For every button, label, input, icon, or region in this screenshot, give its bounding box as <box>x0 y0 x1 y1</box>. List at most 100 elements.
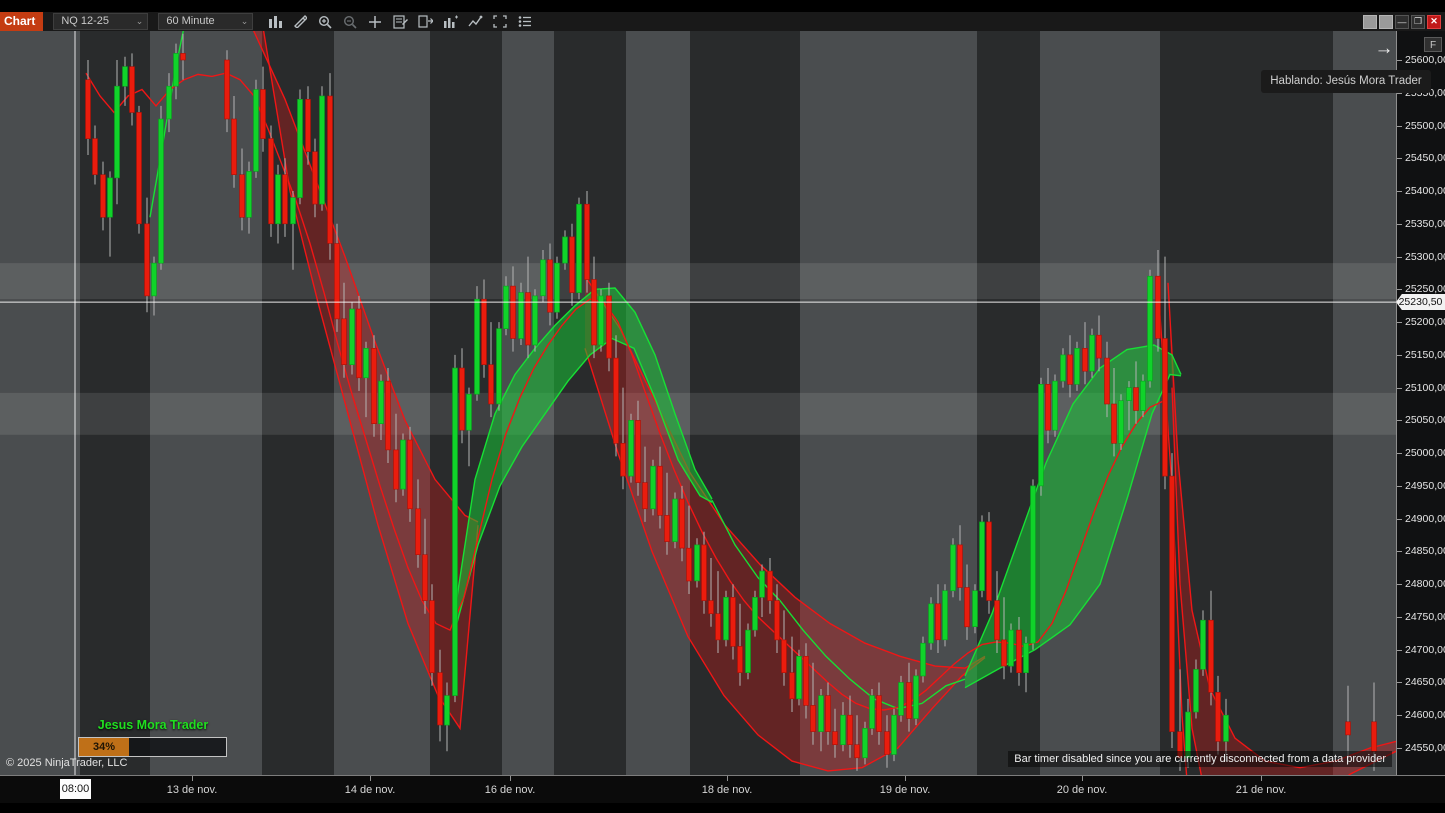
price-tick-label: 24700,00 <box>1405 644 1445 656</box>
time-tick <box>905 776 906 781</box>
crosshair-time-marker: 08:00 <box>60 779 91 799</box>
price-tick <box>1397 388 1402 389</box>
toolbar-icons <box>267 14 533 30</box>
price-tick-label: 25000,00 <box>1405 447 1445 459</box>
price-tick-label: 24800,00 <box>1405 578 1445 590</box>
price-tick-label: 25450,00 <box>1405 152 1445 164</box>
trader-name-label: Jesus Mora Trader <box>97 718 209 732</box>
candles <box>85 33 1377 771</box>
price-tick-label: 25300,00 <box>1405 251 1445 263</box>
price-tick <box>1397 126 1402 127</box>
indicator-histogram-icon[interactable] <box>442 14 458 30</box>
minimize-button[interactable]: — <box>1395 14 1409 29</box>
time-tick <box>192 776 193 781</box>
price-tick <box>1397 420 1402 421</box>
price-tick-label: 24850,00 <box>1405 545 1445 557</box>
chevron-down-icon: ⌄ <box>240 16 249 26</box>
price-tick <box>1397 519 1402 520</box>
voice-level-progress-fill: 34% <box>79 738 129 756</box>
instrument-dropdown[interactable]: NQ 12-25 ⌄ <box>53 13 149 30</box>
price-tick <box>1397 486 1402 487</box>
price-tick <box>1397 224 1402 225</box>
green-line-tail <box>711 499 966 710</box>
interval-dropdown[interactable]: 60 Minute ⌄ <box>158 13 254 30</box>
price-tick-label: 24600,00 <box>1405 709 1445 721</box>
close-button[interactable]: ✕ <box>1427 14 1441 29</box>
trendline-icon[interactable] <box>467 14 483 30</box>
time-tick-label: 18 de nov. <box>701 784 753 796</box>
time-tick-label: 13 de nov. <box>166 784 218 796</box>
price-tick <box>1397 715 1402 716</box>
bar-timer-status-message: Bar timer disabled since you are current… <box>1008 751 1392 767</box>
window-title-chart[interactable]: Chart <box>0 12 44 31</box>
voice-speaking-tooltip: Hablando: Jesús Mora Trader <box>1261 70 1431 93</box>
region-select-icon[interactable] <box>492 14 508 30</box>
time-tick <box>1082 776 1083 781</box>
price-tick-label: 25100,00 <box>1405 382 1445 394</box>
time-tick-label: 20 de nov. <box>1056 784 1108 796</box>
window-controls: — ❐ ✕ <box>1363 14 1445 29</box>
time-tick <box>1261 776 1262 781</box>
chevron-down-icon: ⌄ <box>135 16 144 26</box>
chart-plot-area[interactable] <box>0 26 1397 813</box>
price-tick-label: 24950,00 <box>1405 480 1445 492</box>
green-band-right <box>965 345 1181 688</box>
price-tick <box>1397 289 1402 290</box>
price-tick <box>1397 158 1402 159</box>
time-axis[interactable]: 13 de nov. 14 de nov. 16 de nov. 18 de nov.… <box>0 775 1445 803</box>
price-tick <box>1397 453 1402 454</box>
price-tick <box>1397 650 1402 651</box>
scroll-to-latest-arrow-icon[interactable]: → <box>1374 38 1394 59</box>
order-panel-icon[interactable] <box>417 14 433 30</box>
price-tick-label: 24550,00 <box>1405 742 1445 754</box>
price-tick <box>1397 322 1402 323</box>
interval-dropdown-value: 60 Minute <box>166 15 215 27</box>
chart-toolbar: Chart NQ 12-25 ⌄ 60 Minute ⌄ <box>0 12 1445 31</box>
crosshair[interactable] <box>0 31 1396 775</box>
add-plus-icon[interactable] <box>367 14 383 30</box>
notes-icon[interactable] <box>392 14 408 30</box>
time-tick <box>510 776 511 781</box>
price-tick <box>1397 257 1402 258</box>
window-extra-button-1[interactable] <box>1363 14 1377 29</box>
crosshair-price-marker: 25230,50 <box>1396 294 1445 310</box>
price-tick-label: 25350,00 <box>1405 218 1445 230</box>
price-tick-label: 25200,00 <box>1405 316 1445 328</box>
instrument-dropdown-value: NQ 12-25 <box>61 15 110 27</box>
zoom-in-icon[interactable] <box>317 14 333 30</box>
voice-level-progress-bar: 34% <box>78 737 227 757</box>
session-bands <box>80 31 1333 775</box>
price-tick <box>1397 191 1402 192</box>
time-tick <box>370 776 371 781</box>
price-tick <box>1397 355 1402 356</box>
pencil-icon[interactable] <box>292 14 308 30</box>
time-tick-label: 16 de nov. <box>484 784 536 796</box>
candlestick-chart[interactable] <box>0 26 1397 813</box>
price-tick-label: 25150,00 <box>1405 349 1445 361</box>
time-tick-label: 14 de nov. <box>344 784 396 796</box>
price-tick <box>1397 60 1402 61</box>
price-tick <box>1397 551 1402 552</box>
copyright-label: © 2025 NinjaTrader, LLC <box>6 757 128 769</box>
time-tick-label: 21 de nov. <box>1235 784 1287 796</box>
fixed-scale-button[interactable]: F <box>1424 37 1442 52</box>
price-tick <box>1397 93 1402 94</box>
price-tick-label: 24750,00 <box>1405 611 1445 623</box>
window-extra-button-2[interactable] <box>1379 14 1393 29</box>
properties-list-icon[interactable] <box>517 14 533 30</box>
price-tick-label: 25400,00 <box>1405 185 1445 197</box>
price-tick-label: 25600,00 <box>1405 54 1445 66</box>
price-tick <box>1397 617 1402 618</box>
zoom-out-icon[interactable] <box>342 14 358 30</box>
time-tick <box>727 776 728 781</box>
price-tick-label: 25500,00 <box>1405 120 1445 132</box>
price-tick <box>1397 682 1402 683</box>
restore-button[interactable]: ❐ <box>1411 14 1425 29</box>
price-axis[interactable]: 25600,00 25550,00 25500,00 25450,00 25400,00… <box>1396 31 1445 775</box>
bar-chart-icon[interactable] <box>267 14 283 30</box>
price-tick-label: 24900,00 <box>1405 513 1445 525</box>
price-tick-label: 25250,00 <box>1405 283 1445 295</box>
green-band-mid <box>455 288 712 631</box>
price-tick-label: 24650,00 <box>1405 676 1445 688</box>
